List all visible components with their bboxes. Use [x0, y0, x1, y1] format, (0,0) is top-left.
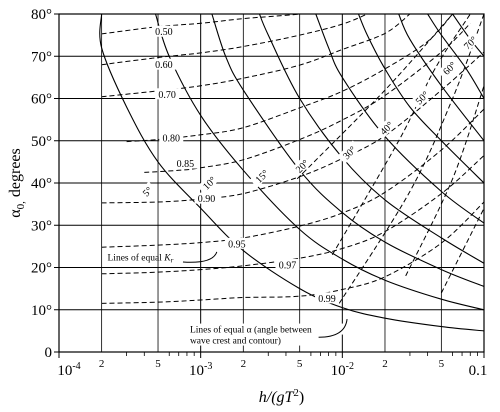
x-minor-tick-label: 2 [241, 358, 247, 370]
kr-label-bg [173, 157, 198, 169]
kr-label-bg [151, 58, 176, 70]
kr-label-bg [194, 192, 219, 204]
x-tick-exponent: -4 [72, 361, 80, 372]
x-title-part-b: ) [299, 389, 304, 406]
x-tick-base: 0.1 [469, 363, 488, 379]
alpha-line [357, 14, 484, 184]
kr-label: 0.99 [318, 294, 336, 305]
alpha-line [154, 14, 484, 311]
alpha-line [315, 14, 484, 224]
kr-label: 0.85 [177, 159, 195, 170]
kr-label: 0.60 [155, 60, 173, 71]
y-title-sub: 0, [15, 201, 27, 210]
alpha-label-bg [337, 140, 361, 164]
kr-line [101, 201, 484, 304]
annotation-kr-subscript: r [171, 257, 174, 265]
kr-label: 0.97 [279, 260, 297, 271]
dashed-ray [331, 14, 471, 256]
annotation-alpha-line: wave crest and contour) [190, 336, 281, 347]
x-major-tick-label: 10-2 [331, 361, 354, 379]
y-tick-label: 20° [31, 261, 52, 277]
annotations: Lines of equal Kr Lines of equal α (angle… [108, 251, 348, 347]
x-minor-tick-label: 5 [439, 358, 445, 370]
annotation-alpha-line: Lines of equal α (angle between [190, 325, 312, 336]
alpha-label-bg [409, 85, 434, 109]
kr-label: 0.95 [228, 239, 246, 250]
dashed-ray [440, 208, 484, 294]
alpha-line [398, 14, 484, 142]
annotation-kr-symbol: K [163, 254, 171, 264]
x-tick-exponent: -3 [204, 361, 212, 372]
kr-label-bg [159, 132, 184, 144]
grid [59, 14, 484, 352]
annotation-alpha-bg [187, 323, 344, 335]
x-axis-title: h/(gT2) [259, 387, 305, 406]
alpha-label-bg [437, 56, 461, 80]
kr-line [144, 22, 471, 173]
y-tick-label: 60° [31, 92, 52, 108]
alpha-label-bg [458, 30, 482, 55]
kr-label-bg [155, 88, 180, 100]
x-title-part-a: h/(gT [259, 389, 295, 406]
y-axis-title: α0, degrees [7, 148, 27, 218]
x-tick-base: 10 [57, 363, 72, 379]
kr-label-bg [275, 258, 300, 270]
annotation-kr: Lines of equal Kr [108, 253, 174, 265]
kr-label: 0.80 [163, 134, 181, 145]
y-tick-label: 0 [45, 345, 53, 361]
curve-labels: 0.500.600.700.800.850.900.950.970.995° 10… [137, 25, 482, 305]
kr-label-bg [151, 25, 176, 37]
y-tick-label: 80° [31, 7, 52, 23]
x-title-sup: 2 [293, 387, 299, 399]
x-axis: 10-4 10-3 10-2 0.12 5 2 5 2 5 [57, 352, 487, 379]
y-tick-label: 30° [31, 218, 52, 234]
x-minor-tick-label: 5 [155, 358, 161, 370]
x-minor-tick-label: 2 [99, 358, 105, 370]
x-major-tick-label: 10-3 [189, 361, 212, 379]
dashed-ray [338, 14, 484, 304]
alpha-line [427, 14, 484, 99]
alpha-label-bg [249, 164, 274, 188]
alpha-line [99, 14, 484, 332]
alpha-label-bg [197, 170, 221, 195]
annotation-alpha-arrow [318, 318, 348, 338]
y-axis: 0 10° 20° 30° 40° 50° 60° 70° 80° [31, 7, 59, 361]
x-major-tick-label: 0.1 [469, 363, 488, 379]
y-tick-label: 10° [31, 303, 52, 319]
y-tick-label: 40° [31, 176, 52, 192]
dashed-ray [405, 85, 484, 277]
x-tick-base: 10 [331, 363, 346, 379]
x-tick-base: 10 [189, 363, 204, 379]
alpha-label-bg [374, 116, 398, 140]
kr-label: 0.50 [155, 27, 173, 38]
alpha-line [258, 14, 484, 264]
dashed-ray [296, 14, 453, 180]
x-tick-exponent: -2 [346, 361, 354, 372]
annotation-kr-arrow [182, 251, 218, 263]
alpha-label-bg [137, 181, 157, 201]
alpha-label-bg [290, 154, 314, 178]
x-minor-tick-label: 5 [297, 358, 303, 370]
y-tick-label: 70° [31, 49, 52, 65]
kr-label: 0.90 [198, 194, 216, 205]
kr-line [101, 51, 484, 204]
kr-label: 0.70 [158, 90, 176, 101]
annotation-kr-text: Lines of equal [108, 253, 165, 264]
annotation-alpha-bg [187, 334, 305, 346]
alpha-line [211, 14, 484, 288]
kr-label-bg [224, 237, 249, 249]
y-title-alpha: α [7, 209, 24, 218]
y-tick-label: 50° [31, 134, 52, 150]
x-minor-tick-label: 2 [382, 358, 388, 370]
dashed-rays [296, 14, 484, 304]
kr-line [101, 14, 368, 66]
x-major-tick-label: 10-4 [57, 361, 80, 379]
kr-label-bg [315, 292, 340, 304]
kr-line [101, 155, 484, 275]
y-title-rest: degrees [7, 148, 24, 201]
